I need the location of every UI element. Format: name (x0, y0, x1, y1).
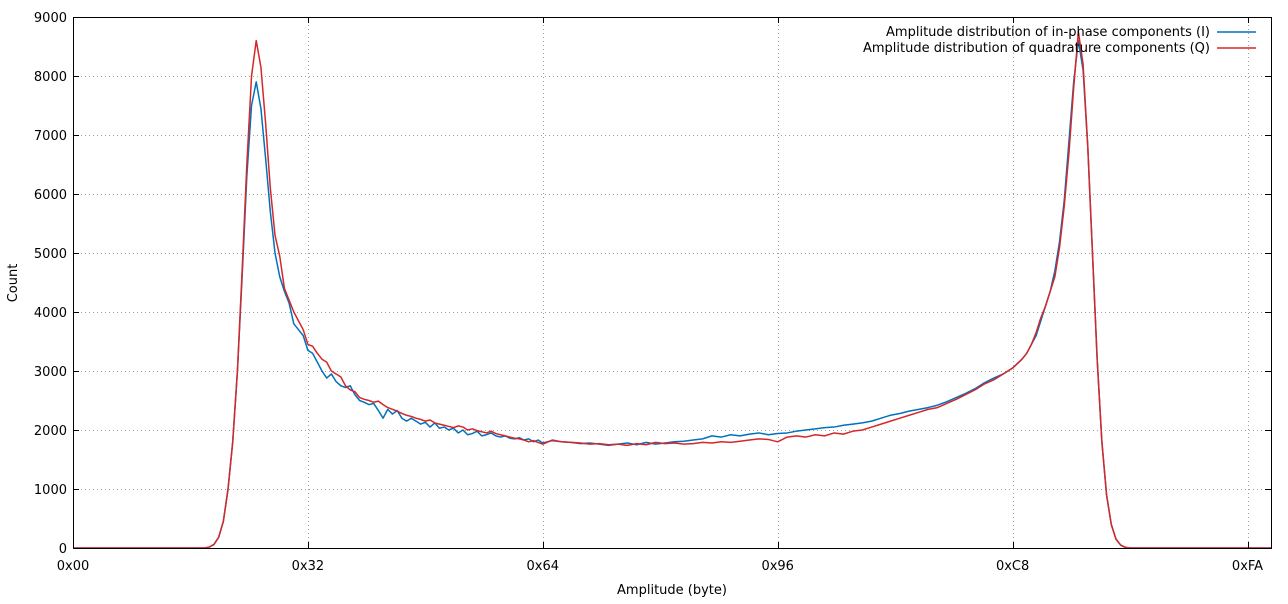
y-axis-title: Count (6, 264, 21, 303)
x-tick-label: 0x32 (292, 559, 325, 574)
y-tick-label: 4000 (34, 306, 67, 321)
x-tick-label: 0x00 (57, 559, 90, 574)
y-tick-label: 6000 (34, 188, 67, 203)
y-tick-label: 5000 (34, 247, 67, 262)
y-tick-label: 9000 (34, 11, 67, 26)
y-tick-label: 0 (59, 542, 67, 557)
x-axis-title: Amplitude (byte) (617, 583, 727, 598)
grid-layer (73, 17, 1271, 548)
series-line-in-phase (73, 39, 1271, 549)
y-tick-label: 3000 (34, 365, 67, 380)
x-tick-label: 0x96 (761, 559, 794, 574)
x-tick-label: 0xFA (1232, 559, 1263, 574)
y-tick-label: 2000 (34, 424, 67, 439)
x-axis: 0x00 0x32 0x64 0x96 0xC8 0xFA (57, 17, 1263, 574)
y-axis: 0 1000 2000 3000 4000 5000 6000 7000 8000 9000 (34, 11, 1271, 557)
legend: Amplitude distribution of in-phase compo… (863, 25, 1256, 56)
legend-label: Amplitude distribution of in-phase compo… (886, 25, 1210, 40)
y-tick-label: 7000 (34, 129, 67, 144)
plot-frame (73, 17, 1272, 549)
y-tick-label: 8000 (34, 70, 67, 85)
x-tick-label: 0xC8 (996, 559, 1029, 574)
series-line-quadrature (73, 31, 1271, 549)
legend-label: Amplitude distribution of quadrature com… (863, 41, 1210, 56)
x-tick-label: 0x64 (527, 559, 560, 574)
series-layer (73, 31, 1271, 549)
y-tick-label: 1000 (34, 483, 67, 498)
